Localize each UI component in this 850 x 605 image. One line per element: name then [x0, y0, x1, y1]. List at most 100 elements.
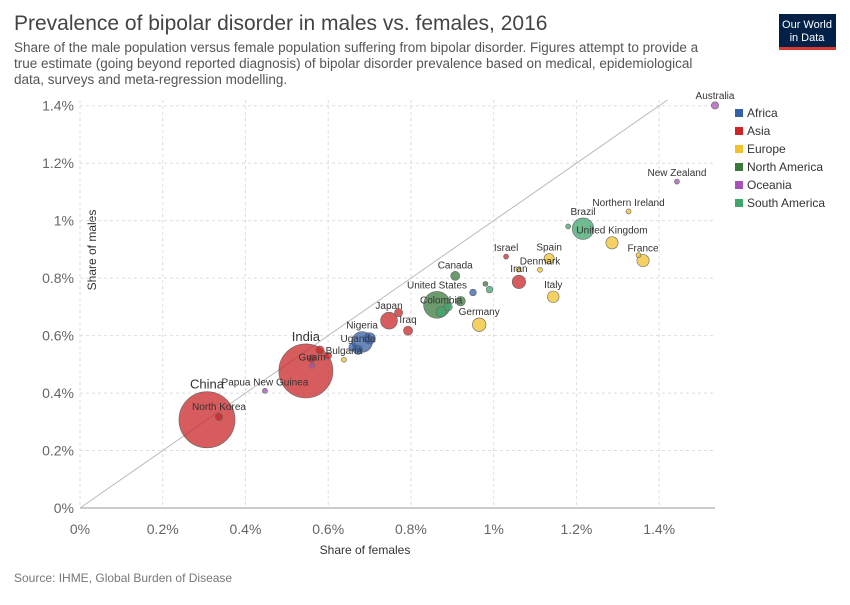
point	[625, 208, 632, 215]
legend-swatch	[735, 109, 743, 117]
point	[309, 362, 315, 369]
point-label: North Korea	[192, 402, 246, 413]
y-tick-label: 1.2%	[42, 155, 74, 171]
point-label: Spain	[536, 243, 562, 254]
point	[324, 352, 332, 360]
point	[511, 274, 526, 289]
x-tick-label: 1.2%	[560, 521, 592, 537]
y-tick-label: 1%	[54, 213, 74, 229]
x-tick-label: 1.4%	[643, 521, 675, 537]
point-label: Northern Ireland	[592, 198, 664, 209]
point	[380, 311, 398, 330]
legend-swatch	[735, 181, 743, 189]
point	[543, 253, 555, 264]
point	[214, 412, 224, 421]
point-label: Canada	[438, 260, 473, 271]
point	[363, 332, 376, 345]
point	[482, 281, 489, 287]
point	[341, 356, 347, 363]
logo-bar	[779, 47, 836, 50]
point-label: Australia	[696, 91, 735, 102]
legend-label: North America	[747, 160, 823, 174]
point	[435, 306, 447, 318]
legend-swatch	[735, 163, 743, 171]
logo-text: Our World	[782, 19, 832, 31]
y-tick-label: 0.4%	[42, 385, 74, 401]
point	[635, 252, 642, 258]
point-label: France	[627, 243, 659, 254]
legend-swatch	[735, 145, 743, 153]
point-label: Nigeria	[346, 321, 378, 332]
point-label: Israel	[494, 243, 518, 254]
point	[537, 267, 543, 273]
y-tick-label: 0.8%	[42, 270, 74, 286]
point	[394, 308, 403, 318]
reference-line	[79, 99, 668, 509]
chart-title: Prevalence of bipolar disorder in males …	[14, 12, 547, 35]
point	[450, 271, 461, 281]
point-label: Iraq	[399, 315, 416, 326]
legend-label: Asia	[747, 124, 771, 138]
point-label: Bulgaria	[326, 346, 363, 357]
x-tick-label: 0%	[70, 521, 90, 537]
point-label: China	[190, 377, 225, 392]
x-tick-label: 0.2%	[147, 521, 179, 537]
point-label: Brazil	[571, 207, 596, 218]
x-tick-label: 1%	[484, 521, 504, 537]
point-label: Iran	[510, 264, 527, 275]
point	[348, 342, 358, 352]
legend-swatch	[735, 127, 743, 135]
y-tick-label: 0.2%	[42, 443, 74, 459]
point-label: United States	[407, 280, 467, 291]
legend-label: Africa	[747, 106, 778, 120]
logo	[779, 14, 836, 50]
point	[605, 236, 619, 250]
point-label: Japan	[375, 301, 402, 312]
point	[571, 217, 595, 240]
point	[485, 285, 494, 294]
point	[547, 290, 560, 303]
x-tick-label: 0.6%	[312, 521, 344, 537]
point	[472, 317, 487, 332]
legend-label: South America	[747, 196, 825, 210]
point	[565, 223, 571, 230]
point-label: United Kingdom	[576, 226, 647, 237]
legend-label: Oceania	[747, 178, 792, 192]
y-axis-label: Share of males	[85, 210, 99, 291]
point	[674, 178, 680, 185]
legend-label: Europe	[747, 142, 786, 156]
x-axis-label: Share of females	[320, 543, 411, 557]
point	[636, 254, 650, 268]
y-tick-label: 0.6%	[42, 328, 74, 344]
point-label: Germany	[459, 307, 500, 318]
point	[262, 387, 268, 394]
point	[515, 266, 522, 273]
point-label: Denmark	[520, 256, 562, 267]
point-label: New Zealand	[647, 168, 706, 179]
point	[307, 354, 316, 363]
x-tick-label: 0.4%	[230, 521, 262, 537]
point-label: Guam	[298, 352, 325, 363]
point	[455, 296, 466, 307]
point-label: Colombia	[420, 296, 463, 307]
point	[711, 101, 719, 110]
subtitle: Share of the male population versus fema…	[14, 40, 699, 55]
point	[403, 325, 413, 336]
point	[503, 253, 509, 260]
source: Source: IHME, Global Burden of Disease	[14, 571, 232, 585]
point	[469, 288, 477, 297]
point	[278, 343, 334, 399]
point-label: Uganda	[340, 334, 375, 345]
point-label: Italy	[544, 280, 562, 291]
legend-swatch	[735, 199, 743, 207]
x-tick-label: 0.8%	[395, 521, 427, 537]
y-tick-label: 1.4%	[42, 98, 74, 114]
point-label: India	[292, 329, 321, 344]
point	[178, 391, 236, 449]
y-tick-label: 0%	[54, 500, 74, 516]
subtitle: data, surveys and meta-regression modell…	[14, 72, 287, 87]
subtitle: true estimate (going beyond reported dia…	[14, 56, 692, 71]
point-label: Papua New Guinea	[222, 377, 309, 388]
logo-text: in Data	[790, 32, 826, 44]
